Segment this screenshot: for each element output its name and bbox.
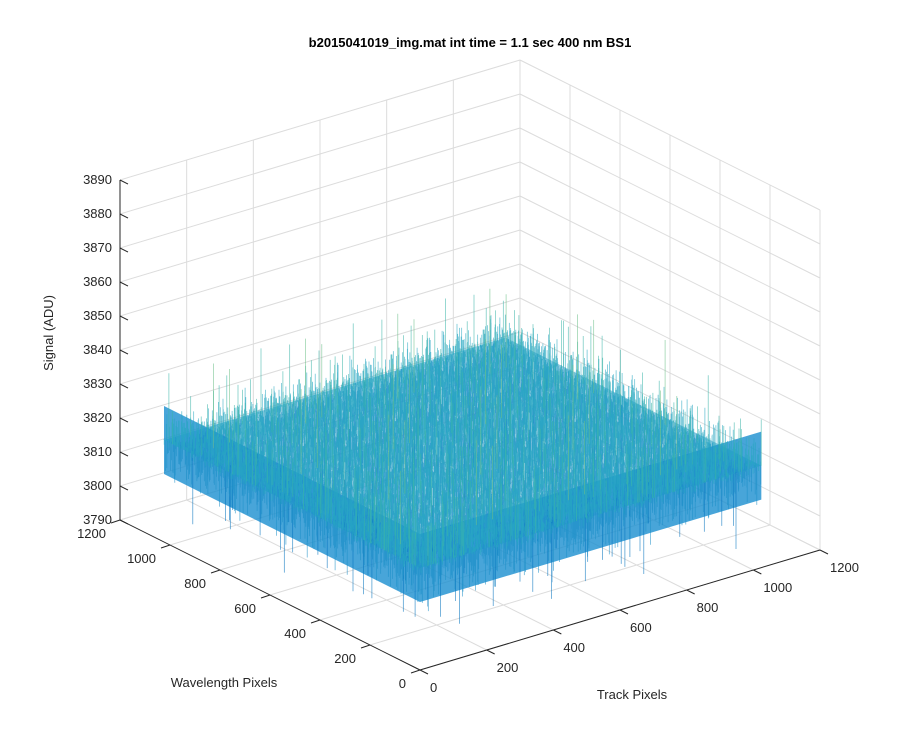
wall-grid-line bbox=[519, 195, 821, 347]
z-tick-mark bbox=[119, 315, 129, 321]
surface-plot bbox=[163, 288, 762, 624]
x-tick-mark bbox=[619, 609, 629, 615]
wall-grid-line bbox=[519, 229, 821, 381]
y-tick-mark bbox=[110, 519, 121, 524]
y-axis-label: Wavelength Pixels bbox=[171, 675, 278, 690]
z-tick-mark bbox=[119, 179, 129, 185]
wall-grid-line bbox=[519, 161, 821, 313]
wall-grid-line bbox=[119, 59, 521, 181]
tick-labels: 3790 3800 3810 3820 3830 3840 3850 3860 3870 3880… bbox=[77, 172, 859, 695]
wall-grid-line bbox=[519, 263, 821, 415]
x-tick-label: 800 bbox=[697, 600, 719, 615]
x-tick-mark bbox=[419, 669, 429, 675]
z-tick-label: 3890 bbox=[83, 172, 112, 187]
x-tick-mark bbox=[819, 549, 829, 555]
surface-noise-3 bbox=[168, 294, 762, 566]
z-tick-label: 3820 bbox=[83, 410, 112, 425]
z-tick-label: 3860 bbox=[83, 274, 112, 289]
wall-grid-line bbox=[519, 59, 821, 211]
x-tick-label: 400 bbox=[563, 640, 585, 655]
y-tick-mark bbox=[310, 619, 321, 624]
z-tick-mark bbox=[119, 349, 129, 355]
surface-noise-4 bbox=[213, 288, 678, 545]
floor-grid-line bbox=[369, 524, 771, 646]
x-tick-mark bbox=[486, 649, 495, 655]
x-tick-label: 1200 bbox=[830, 560, 859, 575]
z-tick-label: 3840 bbox=[83, 342, 112, 357]
z-tick-label: 3870 bbox=[83, 240, 112, 255]
z-axis-label: Signal (ADU) bbox=[41, 295, 56, 371]
y-tick-label: 200 bbox=[334, 651, 356, 666]
y-tick-mark bbox=[210, 569, 221, 574]
x-axis-label: Track Pixels bbox=[597, 687, 668, 702]
wall-grid-line bbox=[519, 331, 821, 483]
x-tick-label: 1000 bbox=[763, 580, 792, 595]
wall-grid-line bbox=[119, 263, 521, 385]
x-tick-label: 600 bbox=[630, 620, 652, 635]
z-tick-label: 3880 bbox=[83, 206, 112, 221]
x-tick-mark bbox=[753, 569, 762, 575]
axes bbox=[110, 179, 829, 675]
wall-grid-line bbox=[519, 127, 821, 279]
z-tick-mark bbox=[119, 213, 129, 219]
y-tick-label: 600 bbox=[234, 601, 256, 616]
z-tick-mark bbox=[119, 451, 129, 457]
y-tick-mark bbox=[360, 644, 371, 649]
x-tick-mark bbox=[553, 629, 562, 635]
y-tick-label: 1000 bbox=[127, 551, 156, 566]
wall-grid-line bbox=[119, 297, 521, 419]
x-tick-label: 0 bbox=[430, 680, 437, 695]
y-tick-mark bbox=[160, 544, 171, 549]
y-tick-label: 400 bbox=[284, 626, 306, 641]
z-tick-label: 3850 bbox=[83, 308, 112, 323]
wall-grid-line bbox=[119, 161, 521, 283]
z-tick-mark bbox=[119, 417, 129, 423]
wall-grid-line bbox=[519, 93, 821, 245]
chart-title: b2015041019_img.mat int time = 1.1 sec 4… bbox=[309, 35, 632, 50]
z-tick-mark bbox=[119, 281, 129, 287]
wall-grid-line bbox=[119, 195, 521, 317]
wall-grid-line bbox=[119, 93, 521, 215]
y-tick-mark bbox=[260, 594, 271, 599]
z-tick-label: 3790 bbox=[83, 512, 112, 527]
wall-grid-line bbox=[519, 297, 821, 449]
y-tick-mark bbox=[410, 669, 421, 674]
y-tick-label: 800 bbox=[184, 576, 206, 591]
y-tick-label: 0 bbox=[399, 676, 406, 691]
z-tick-mark bbox=[119, 383, 129, 389]
z-tick-label: 3810 bbox=[83, 444, 112, 459]
z-tick-label: 3830 bbox=[83, 376, 112, 391]
wall-grid-line bbox=[119, 229, 521, 351]
z-tick-mark bbox=[119, 485, 129, 491]
x-tick-label: 200 bbox=[497, 660, 519, 675]
x-tick-mark bbox=[686, 589, 695, 595]
z-tick-label: 3800 bbox=[83, 478, 112, 493]
z-tick-mark bbox=[119, 519, 129, 525]
z-tick-mark bbox=[119, 247, 129, 253]
y-tick-label: 1200 bbox=[77, 526, 106, 541]
wall-grid-line bbox=[119, 127, 521, 249]
